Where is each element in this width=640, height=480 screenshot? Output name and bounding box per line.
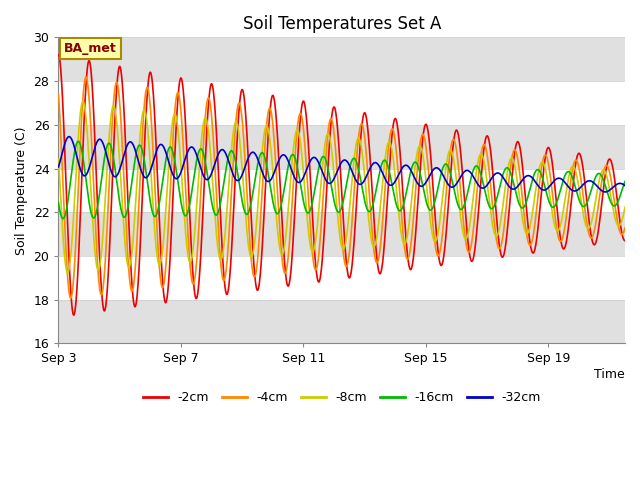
Text: Time: Time bbox=[595, 368, 625, 381]
-32cm bbox=[605, 188, 612, 193]
Line: -2cm: -2cm bbox=[58, 55, 625, 315]
-4cm bbox=[54, 91, 62, 97]
-32cm bbox=[65, 134, 73, 140]
-4cm bbox=[621, 225, 629, 231]
Bar bbox=[58, 300, 625, 343]
-8cm bbox=[84, 140, 92, 145]
-8cm bbox=[79, 99, 86, 105]
-16cm bbox=[316, 162, 323, 168]
-32cm bbox=[602, 189, 609, 195]
Bar bbox=[58, 125, 625, 168]
-32cm bbox=[501, 177, 509, 183]
-4cm bbox=[82, 74, 90, 80]
-4cm bbox=[331, 134, 339, 140]
-32cm bbox=[84, 169, 92, 175]
-8cm bbox=[621, 204, 629, 210]
-4cm bbox=[67, 295, 74, 301]
-2cm bbox=[330, 104, 338, 110]
-16cm bbox=[59, 216, 67, 222]
-2cm bbox=[605, 157, 612, 163]
Bar bbox=[58, 168, 625, 212]
Bar bbox=[58, 37, 625, 81]
-2cm bbox=[605, 156, 612, 162]
Y-axis label: Soil Temperature (C): Soil Temperature (C) bbox=[15, 126, 28, 254]
Legend: -2cm, -4cm, -8cm, -16cm, -32cm: -2cm, -4cm, -8cm, -16cm, -32cm bbox=[138, 386, 546, 409]
-32cm bbox=[621, 183, 629, 189]
-4cm bbox=[501, 215, 509, 221]
-16cm bbox=[605, 194, 612, 200]
-16cm bbox=[84, 192, 92, 197]
-2cm bbox=[621, 238, 629, 243]
-2cm bbox=[70, 312, 77, 318]
-4cm bbox=[84, 83, 92, 88]
-32cm bbox=[605, 188, 613, 193]
-8cm bbox=[64, 270, 72, 276]
-8cm bbox=[501, 185, 509, 191]
-2cm bbox=[84, 63, 92, 69]
Line: -4cm: -4cm bbox=[58, 77, 625, 298]
Text: BA_met: BA_met bbox=[64, 42, 117, 55]
-2cm bbox=[316, 279, 323, 285]
Bar bbox=[58, 81, 625, 125]
-4cm bbox=[605, 168, 613, 173]
-4cm bbox=[605, 167, 612, 172]
-16cm bbox=[501, 167, 509, 172]
Line: -8cm: -8cm bbox=[58, 102, 625, 273]
-16cm bbox=[331, 200, 339, 206]
Bar bbox=[58, 256, 625, 300]
-16cm bbox=[74, 138, 82, 144]
-8cm bbox=[331, 177, 339, 182]
-8cm bbox=[605, 184, 613, 190]
-8cm bbox=[605, 183, 612, 189]
-16cm bbox=[605, 195, 613, 201]
-32cm bbox=[316, 161, 323, 167]
Line: -16cm: -16cm bbox=[58, 141, 625, 219]
-32cm bbox=[330, 175, 338, 181]
-32cm bbox=[54, 164, 62, 170]
Line: -32cm: -32cm bbox=[58, 137, 625, 192]
-8cm bbox=[54, 156, 62, 162]
-16cm bbox=[621, 179, 629, 184]
-2cm bbox=[54, 52, 62, 58]
Bar bbox=[58, 212, 625, 256]
-2cm bbox=[501, 247, 509, 253]
-8cm bbox=[316, 199, 323, 205]
-16cm bbox=[54, 200, 62, 205]
-4cm bbox=[316, 245, 323, 251]
Title: Soil Temperatures Set A: Soil Temperatures Set A bbox=[243, 15, 441, 33]
